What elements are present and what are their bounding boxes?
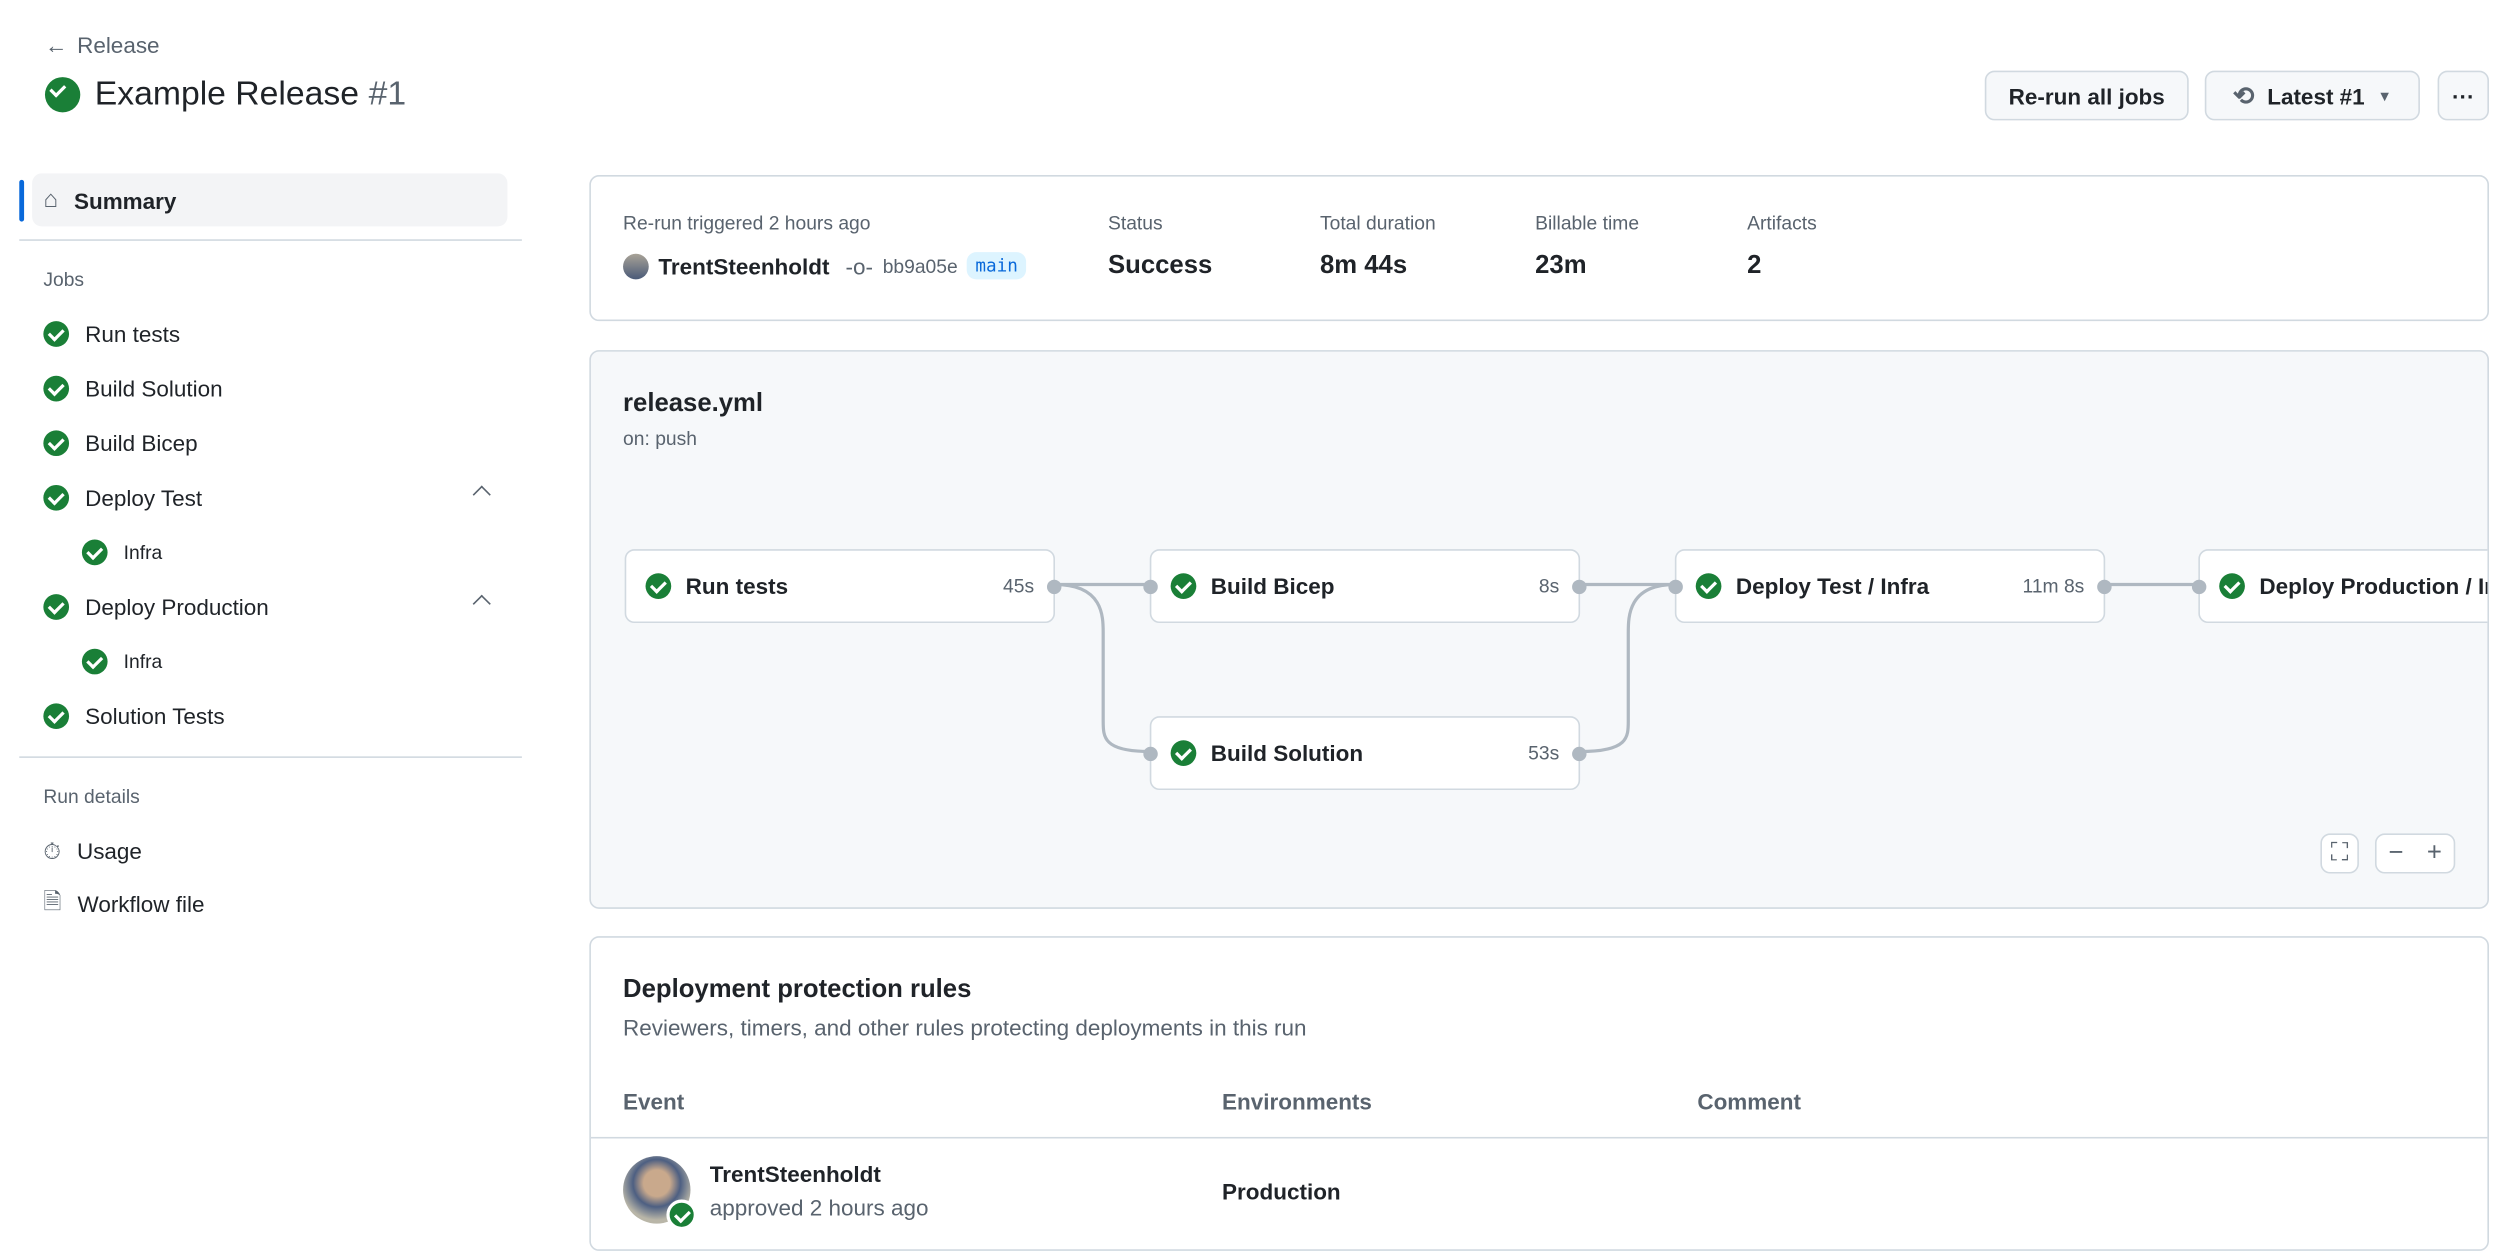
commit-icon: -o-: [845, 252, 874, 279]
fullscreen-button[interactable]: ⛶: [2320, 833, 2359, 874]
output-port: [2097, 578, 2112, 594]
edge: [1580, 582, 1675, 754]
run-summary-card: Re-run triggered 2 hours ago TrentSteenh…: [589, 175, 2489, 322]
success-icon: [43, 430, 70, 457]
arrow-left-icon: ←: [44, 32, 68, 58]
sidebar-job-item[interactable]: Build Bicep: [32, 419, 507, 467]
sidebar-job-item[interactable]: Deploy Production: [32, 583, 507, 631]
input-port: [1143, 578, 1158, 594]
column-header: Comment: [1697, 1088, 1802, 1115]
zoom-controls: − +: [2374, 833, 2456, 874]
billable-value[interactable]: 23m: [1535, 252, 1587, 280]
output-port: [1572, 578, 1587, 594]
success-icon: [1170, 740, 1197, 766]
success-icon: [43, 703, 70, 730]
sidebar-job-item[interactable]: Deploy Test: [32, 474, 507, 522]
edge: [1055, 582, 1150, 754]
caret-down-icon: ▼: [2377, 87, 2392, 104]
success-icon: [43, 484, 70, 511]
divider: [590, 1136, 2488, 1139]
artifacts-value[interactable]: 2: [1747, 252, 1762, 280]
active-indicator: [19, 179, 25, 222]
avatar: [623, 252, 649, 279]
sidebar-job-item[interactable]: Run tests: [32, 310, 507, 358]
more-options-button[interactable]: ···: [2437, 70, 2489, 121]
job-node[interactable]: Deploy Test / Infra 11m 8s: [1674, 549, 2106, 624]
chevron-up-icon[interactable]: [472, 485, 491, 504]
success-icon: [645, 573, 672, 599]
input-port: [2191, 578, 2207, 594]
workflow-trigger: on: push: [623, 427, 697, 450]
chevron-up-icon[interactable]: [472, 594, 491, 613]
run-details-heading: Run details: [43, 785, 140, 808]
sidebar-job-item[interactable]: Solution Tests: [32, 692, 507, 740]
job-node[interactable]: Deploy Production / Infra: [2198, 549, 2488, 624]
sidebar-job-item[interactable]: Infra: [71, 528, 546, 576]
zoom-out-button[interactable]: −: [2388, 839, 2404, 867]
job-node[interactable]: Run tests 45s: [624, 549, 1056, 624]
section-title: Deployment protection rules: [623, 976, 972, 1004]
workflow-graph-card: release.yml on: push Run tests 45s Build B…: [589, 350, 2489, 909]
column-header: Environments: [1222, 1088, 1372, 1115]
home-icon: ⌂: [43, 186, 58, 214]
attempt-dropdown[interactable]: ⟲ Latest #1 ▼: [2204, 70, 2420, 121]
sidebar-item-workflow-file[interactable]: 🗎 Workflow file: [32, 880, 507, 928]
back-link[interactable]: ← Release: [44, 32, 160, 58]
sidebar-job-item[interactable]: Build Solution: [32, 365, 507, 413]
input-port: [1668, 578, 1683, 594]
success-icon: [43, 321, 70, 347]
success-icon: [44, 77, 81, 113]
divider: [19, 756, 522, 758]
deployment-protection-card: Deployment protection rules Reviewers, t…: [589, 936, 2489, 1251]
workflow-file-name[interactable]: release.yml: [623, 390, 764, 418]
sidebar-job-item[interactable]: Infra: [71, 638, 546, 686]
output-port: [1046, 578, 1062, 594]
jobs-heading: Jobs: [43, 268, 85, 291]
zoom-in-button[interactable]: +: [2426, 839, 2442, 867]
section-subtitle: Reviewers, timers, and other rules prote…: [623, 1014, 1307, 1041]
trigger-info: TrentSteenholdt -o- bb9a05e main: [623, 252, 1026, 280]
success-icon: [81, 648, 108, 675]
success-icon: [1170, 573, 1197, 599]
page-title: Example Release #1: [44, 75, 406, 114]
approved-icon: [666, 1199, 697, 1231]
duration-value: 8m 44s: [1319, 252, 1408, 280]
rerun-all-jobs-button[interactable]: Re-run all jobs: [1984, 70, 2189, 121]
success-icon: [2219, 573, 2245, 599]
column-header: Event: [623, 1088, 685, 1115]
divider: [19, 239, 522, 241]
success-icon: [43, 375, 70, 402]
graph-edges: [1055, 582, 2199, 754]
stopwatch-icon: ⏱: [43, 837, 61, 864]
table-row: TrentSteenholdt approved 2 hours ago Pro…: [591, 1139, 2487, 1251]
sidebar-item-usage[interactable]: ⏱ Usage: [43, 837, 142, 864]
file-code-icon: 🗎: [43, 888, 62, 914]
history-icon: ⟲: [2232, 82, 2255, 110]
job-node[interactable]: Build Solution 53s: [1149, 716, 1581, 791]
branch-badge[interactable]: main: [967, 252, 1026, 280]
output-port: [1572, 745, 1587, 761]
input-port: [1143, 745, 1158, 761]
status-value: Success: [1108, 252, 1213, 280]
success-icon: [43, 594, 70, 620]
success-icon: [81, 539, 108, 566]
job-node[interactable]: Build Bicep 8s: [1149, 549, 1581, 624]
success-icon: [1695, 573, 1722, 599]
sidebar-item-summary[interactable]: ⌂ Summary: [32, 173, 508, 227]
